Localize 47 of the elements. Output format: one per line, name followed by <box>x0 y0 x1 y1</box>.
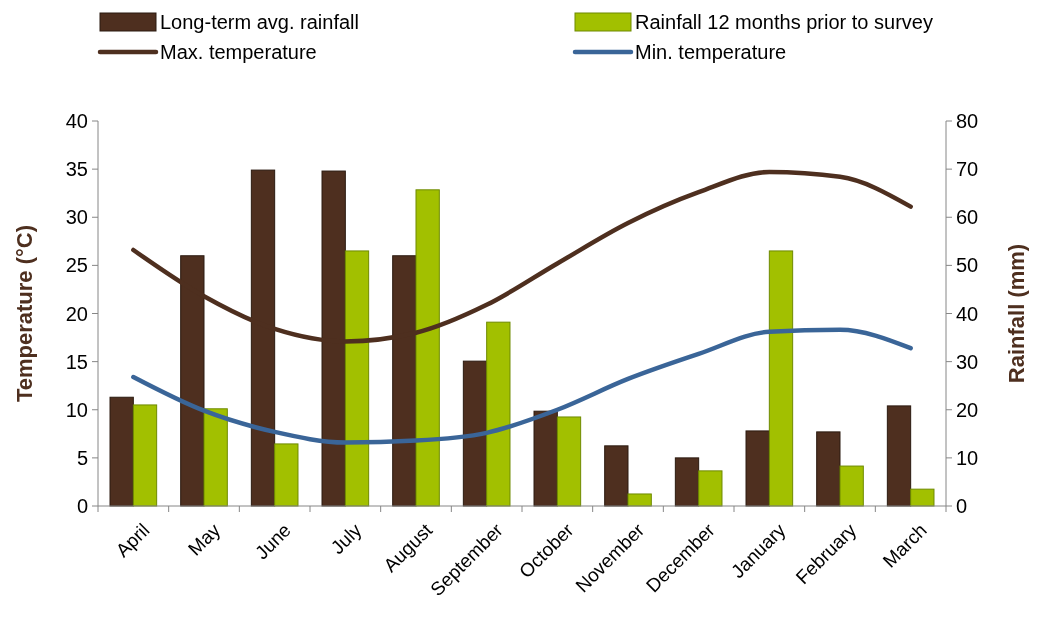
bar <box>415 189 440 507</box>
y2-tick-label: 70 <box>956 158 979 181</box>
y-tick-label: 10 <box>65 398 88 421</box>
y-tick-label: 30 <box>65 206 88 229</box>
y-tick-label: 0 <box>76 495 88 517</box>
y2-tick-label: 20 <box>956 398 979 421</box>
bar <box>486 321 511 507</box>
bar <box>462 360 488 507</box>
y-tick-label: 35 <box>65 158 88 181</box>
legend-label: Max. temperature <box>160 41 317 63</box>
bar <box>344 250 370 507</box>
bar <box>274 443 299 507</box>
y2-tick-label: 40 <box>956 302 979 325</box>
line-series <box>131 327 913 445</box>
bar <box>886 405 912 507</box>
legend-label: Min. temperature <box>635 41 787 63</box>
y-tick-label: 20 <box>65 302 88 325</box>
y-tick-label: 25 <box>65 254 88 277</box>
bar <box>132 404 158 507</box>
bar <box>698 470 723 507</box>
bar <box>816 431 841 507</box>
bar <box>674 457 700 507</box>
bar <box>910 488 935 507</box>
legend-label: Rainfall 12 months prior to survey <box>635 11 933 33</box>
y2-tick-label: 60 <box>956 206 979 229</box>
legend-label: Long-term avg. rainfall <box>160 11 359 33</box>
y2-tick-label: 0 <box>956 495 968 517</box>
bar <box>533 410 558 507</box>
x-tick-label: July <box>326 519 366 559</box>
y-tick-label: 40 <box>65 110 88 132</box>
y2-tick-label: 50 <box>956 254 979 277</box>
bar <box>768 250 794 507</box>
bar <box>627 493 652 507</box>
y-axis-title: Temperature (°C) <box>12 224 37 403</box>
bar <box>839 465 864 507</box>
y2-tick-label: 10 <box>956 446 979 469</box>
bar <box>203 408 228 507</box>
y-tick-label: 15 <box>65 350 88 373</box>
x-tick-label: May <box>183 519 225 560</box>
bar <box>556 416 582 507</box>
bar <box>109 396 134 507</box>
bar <box>604 445 629 507</box>
y2-tick-label: 30 <box>956 350 979 373</box>
bar <box>745 430 770 507</box>
y2-tick-label: 80 <box>956 110 979 132</box>
y-tick-label: 5 <box>76 446 88 469</box>
y2-axis-title: Rainfall (mm) <box>1004 243 1029 384</box>
